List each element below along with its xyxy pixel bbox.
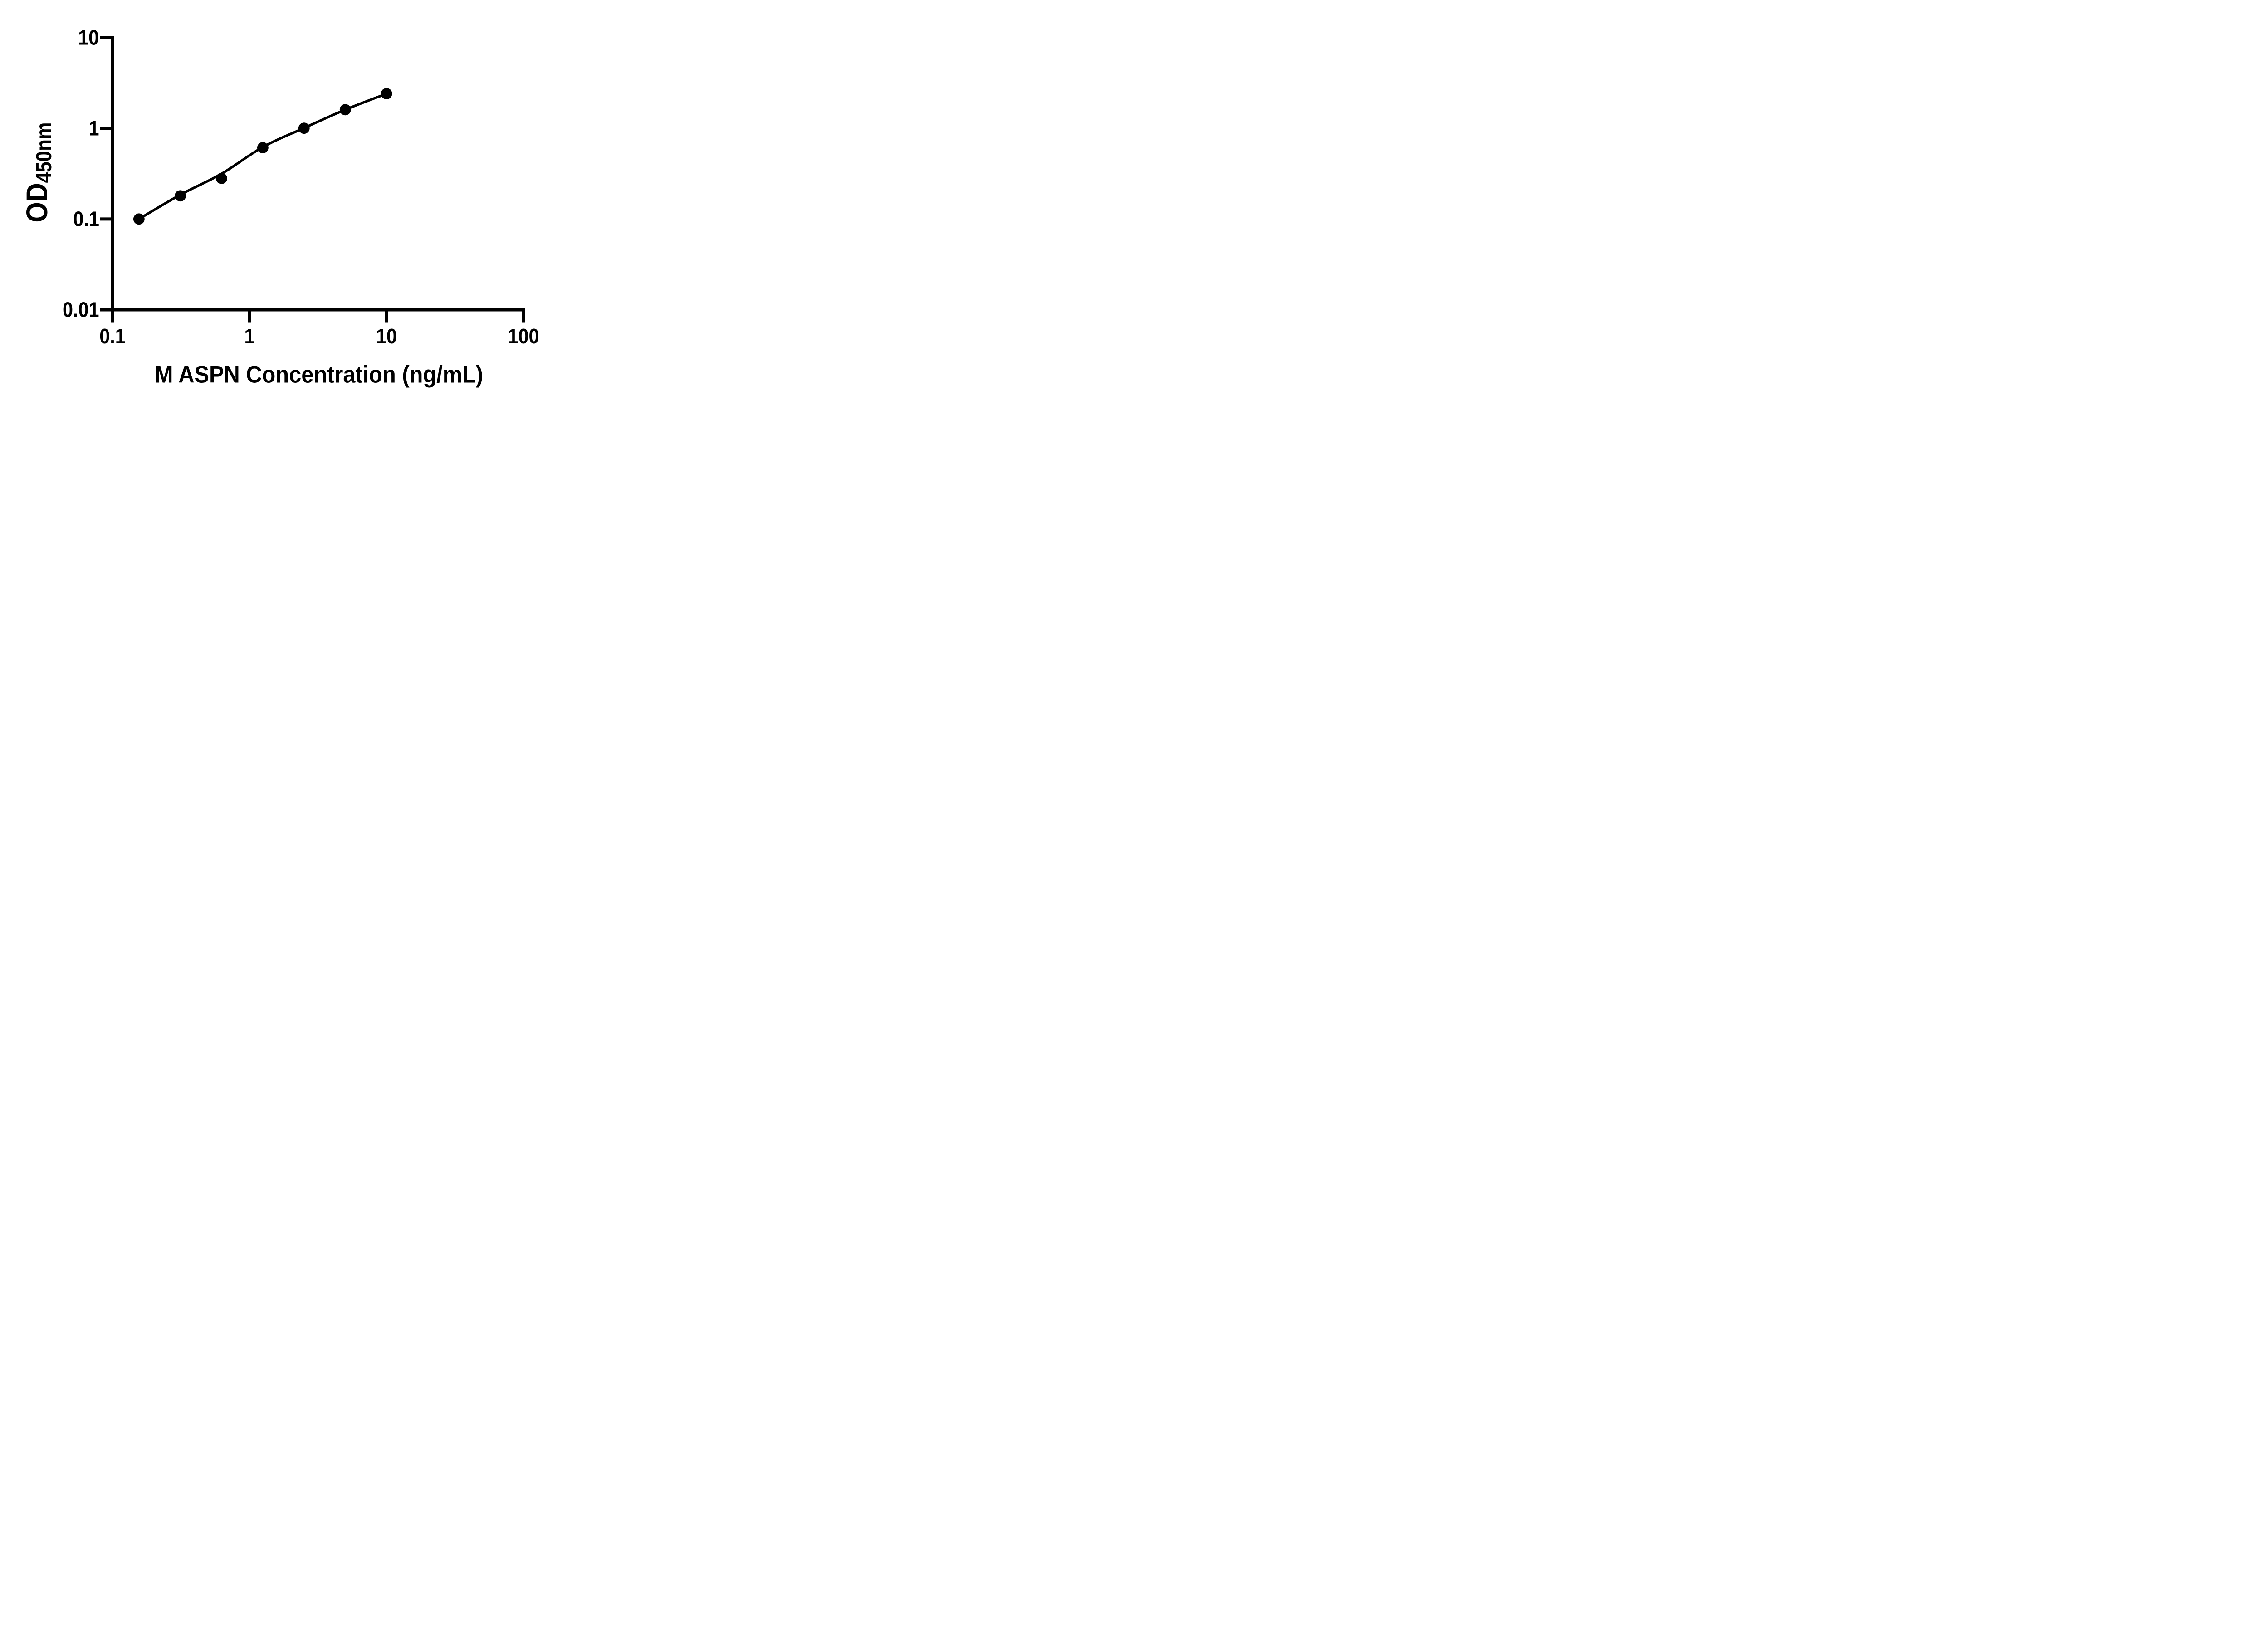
x-tick-label-1: 1 <box>244 324 255 348</box>
y-tick-label-10: 10 <box>78 25 99 49</box>
elisa-standard-curve-figure: 10 1 0.1 0.01 0.1 1 10 100 M ASPN Concen… <box>0 0 583 408</box>
data-point <box>339 104 351 116</box>
data-point <box>298 122 310 134</box>
y-axis-title-main: OD <box>20 183 54 223</box>
y-tick-label-1: 1 <box>88 116 99 140</box>
standard-curve-plot <box>100 36 525 323</box>
data-point <box>133 213 145 225</box>
data-point <box>257 142 269 154</box>
y-tick-label-0.01: 0.01 <box>62 298 99 322</box>
x-tick-label-0.1: 0.1 <box>99 324 126 348</box>
y-axis-title: OD450nm <box>20 122 57 223</box>
x-tick-label-10: 10 <box>376 324 397 348</box>
x-tick-label-100: 100 <box>508 324 539 348</box>
data-point <box>381 88 392 99</box>
y-tick-label-0.1: 0.1 <box>73 207 99 231</box>
data-point <box>175 190 186 202</box>
x-axis-title: M ASPN Concentration (ng/mL) <box>154 361 484 388</box>
y-axis-title-subscript: 450nm <box>32 122 56 183</box>
data-point <box>216 172 227 184</box>
